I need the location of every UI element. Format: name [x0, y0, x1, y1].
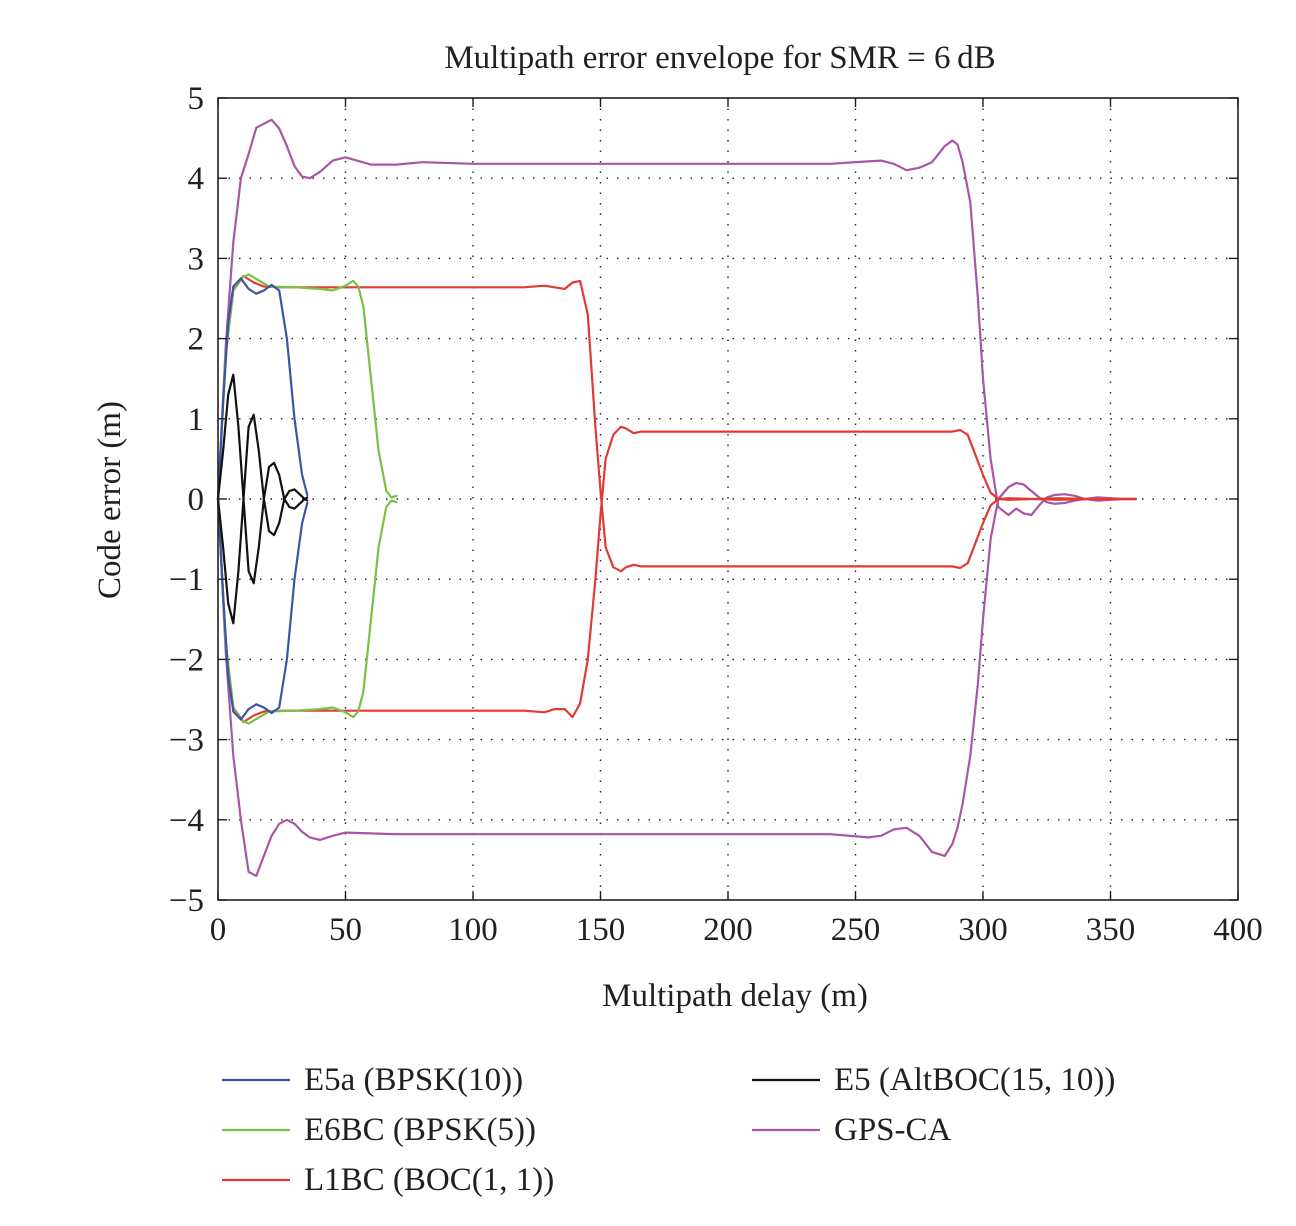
- y-tick-label: 5: [188, 81, 205, 117]
- y-tick-label: −2: [169, 642, 204, 678]
- series-line-l1bc-boc-1-1-upper: [216, 274, 1138, 573]
- y-tick-label: −5: [169, 883, 204, 919]
- x-tick-label: 300: [958, 912, 1008, 948]
- y-tick-label: 0: [188, 482, 205, 518]
- legend-label: L1BC (BOC(1, 1)): [304, 1162, 554, 1198]
- series-line-e5a-bpsk-10-lower: [216, 497, 309, 721]
- x-axis-label: Multipath delay (m): [602, 978, 868, 1014]
- y-tick-label: 4: [188, 161, 205, 197]
- series-line-e6bc-bpsk-5-lower: [216, 497, 398, 725]
- y-tick-label: 2: [188, 322, 205, 358]
- x-tick-label: 100: [448, 912, 498, 948]
- y-axis-label: Code error (m): [92, 401, 128, 599]
- legend-label: E6BC (BPSK(5)): [304, 1112, 536, 1148]
- series-line-gps-ca-lower: [216, 481, 1138, 877]
- x-tick-label: 0: [210, 912, 227, 948]
- series-line-e5-altboc-15-10-lower: [216, 413, 309, 625]
- series-line-e5a-bpsk-10-upper: [216, 277, 309, 501]
- x-tick-label: 50: [329, 912, 362, 948]
- y-tick-label: −3: [169, 723, 204, 759]
- series-lines: [216, 118, 1138, 877]
- y-tick-label: 1: [188, 402, 205, 438]
- x-tick-label: 400: [1213, 912, 1263, 948]
- legend-label: GPS-CA: [834, 1112, 952, 1148]
- series-line-gps-ca-upper: [216, 118, 1138, 517]
- y-tick-label: −1: [169, 562, 204, 598]
- legend: E5a (BPSK(10)) E6BC (BPSK(5)) L1BC (BOC(1,…: [222, 1062, 1115, 1198]
- legend-label: E5 (AltBOC(15, 10)): [834, 1062, 1115, 1098]
- y-tick-label: −4: [169, 803, 204, 839]
- x-tick-label: 350: [1086, 912, 1136, 948]
- legend-label: E5a (BPSK(10)): [304, 1062, 523, 1098]
- x-tick-label: 250: [831, 912, 881, 948]
- chart-title: Multipath error envelope for SMR = 6 dB: [444, 40, 995, 76]
- x-tick-label: 150: [576, 912, 626, 948]
- y-tick-label: 3: [188, 241, 205, 277]
- axis-ticks: 0 50 100 150 200 250 300 350 400 −5 −4 −3 −2 −1 0 1 2 3 4 5: [169, 81, 1263, 948]
- x-tick-label: 200: [703, 912, 753, 948]
- series-line-l1bc-boc-1-1-lower: [216, 425, 1138, 724]
- series-line-e6bc-bpsk-5-upper: [216, 273, 398, 501]
